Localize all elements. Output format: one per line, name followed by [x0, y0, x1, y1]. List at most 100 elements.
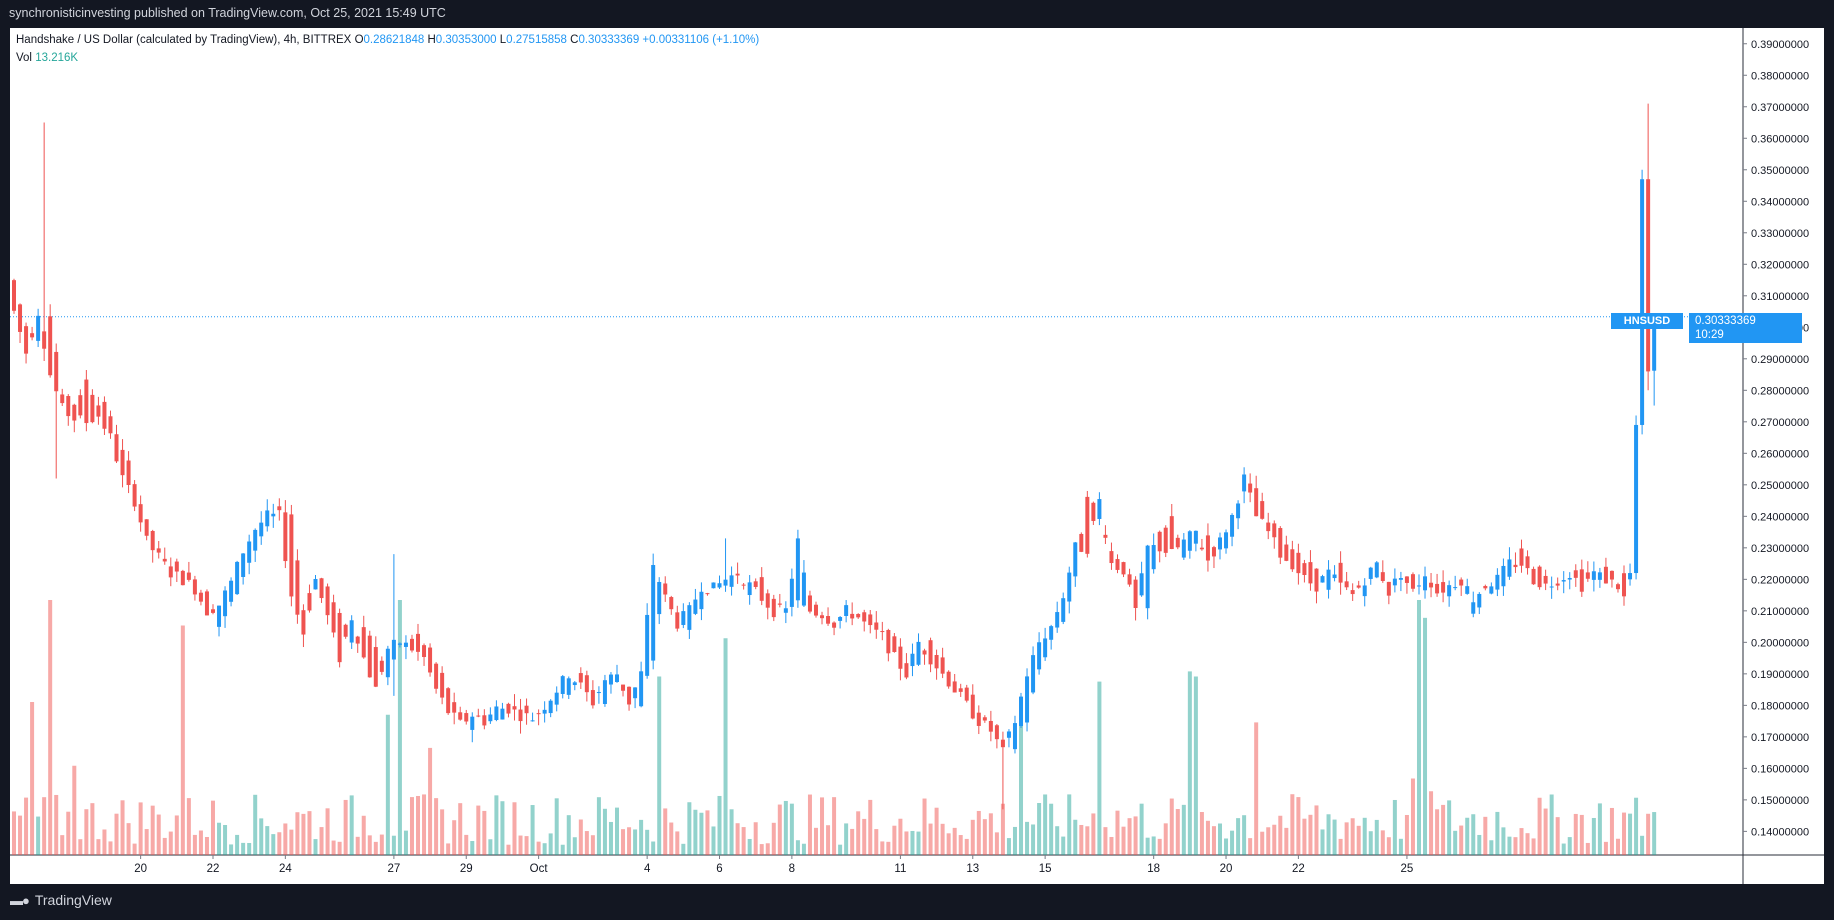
volume-bar — [1628, 813, 1633, 855]
candle-body — [1392, 578, 1397, 586]
tradingview-logo-icon: ▬● — [10, 892, 30, 908]
volume-bar — [1622, 812, 1627, 855]
volume-bar — [1133, 816, 1138, 855]
y-tick-label: 0.35000000 — [1751, 165, 1809, 177]
candle-body — [1453, 587, 1458, 589]
y-tick-label: 0.23000000 — [1751, 543, 1809, 555]
volume-bar — [72, 765, 77, 855]
volume-bar — [1344, 822, 1349, 855]
candle-body — [60, 394, 65, 404]
volume-bar — [18, 815, 23, 855]
volume-bar — [916, 831, 921, 855]
volume-bar — [409, 797, 414, 855]
volume-bar — [198, 830, 203, 855]
candle-body — [482, 715, 487, 726]
candle-body — [156, 548, 161, 553]
volume-bar — [1392, 799, 1397, 855]
volume-bar — [1368, 831, 1373, 855]
candle-body — [970, 694, 975, 719]
legend-high-label: H — [427, 34, 436, 46]
candle-body — [18, 304, 23, 332]
candle-body — [844, 605, 849, 617]
candle-body — [928, 640, 933, 665]
candle-body — [1447, 585, 1452, 597]
y-tick-label: 0.28000000 — [1751, 385, 1809, 397]
candle-body — [1205, 535, 1210, 561]
candle-body — [42, 331, 47, 349]
volume-bar — [675, 831, 680, 855]
candle-body — [1079, 533, 1084, 552]
candle-body — [1242, 474, 1247, 492]
candle-body — [1326, 569, 1331, 590]
candle-body — [12, 280, 16, 311]
volume-bar — [693, 809, 698, 855]
volume-bar — [970, 819, 975, 855]
candle-body — [1157, 531, 1162, 552]
volume-bar — [1006, 838, 1011, 855]
candle-body — [452, 702, 457, 713]
volume-bar — [554, 798, 559, 855]
candle-body — [807, 595, 812, 612]
legend-low-value: 0.27515858 — [506, 34, 567, 46]
candle-body — [1603, 566, 1608, 584]
candle-body — [307, 593, 312, 611]
volume-bar — [1374, 819, 1379, 855]
candle-body — [1507, 559, 1512, 577]
candle-body — [1272, 523, 1277, 538]
candle-body — [428, 647, 433, 673]
volume-bar — [500, 801, 505, 855]
candle-body — [1266, 522, 1271, 532]
x-tick-label: 4 — [644, 863, 651, 875]
tradingview-brand[interactable]: ▬● TradingView — [10, 892, 112, 908]
x-tick-label: 27 — [387, 863, 400, 875]
candle-body — [162, 558, 167, 562]
candle-body — [615, 674, 619, 682]
volume-bar — [735, 823, 740, 855]
volume-bar — [464, 834, 469, 855]
volume-bar — [96, 839, 101, 855]
last-price-value: 0.30333369 — [1695, 315, 1756, 327]
volume-bar — [1537, 797, 1542, 855]
volume-bar — [325, 808, 330, 855]
volume-bar — [922, 798, 927, 855]
candle-body — [777, 603, 782, 605]
x-tick-label: 22 — [207, 863, 220, 875]
candle-body — [397, 643, 402, 645]
candle-body — [813, 604, 818, 616]
volume-bar — [1531, 838, 1536, 855]
candle-body — [693, 599, 698, 614]
candle-body — [90, 394, 95, 423]
candle-body — [602, 680, 607, 705]
candle-body — [361, 627, 366, 658]
volume-bar — [1049, 803, 1054, 855]
candle-body — [1236, 503, 1241, 519]
candle-body — [1151, 545, 1156, 570]
volume-bar — [1091, 813, 1096, 855]
volume-bar — [48, 600, 53, 855]
volume-bar — [1224, 838, 1229, 855]
legend-close-label: C — [570, 34, 579, 46]
volume-bar — [367, 835, 372, 855]
y-tick-label: 0.36000000 — [1751, 133, 1809, 145]
candle-body — [1067, 572, 1072, 602]
y-tick-label: 0.29000000 — [1751, 354, 1809, 366]
volume-bar — [1507, 836, 1512, 855]
candle-body — [1218, 537, 1222, 550]
candle-body — [1260, 501, 1265, 519]
volume-bar — [1055, 826, 1060, 855]
candle-body — [355, 636, 360, 644]
y-tick-label: 0.22000000 — [1751, 574, 1809, 586]
x-tick-label: 18 — [1147, 863, 1160, 875]
candle-body — [1579, 569, 1584, 592]
volume-bar — [156, 814, 161, 855]
last-price-label: HNSUSD 0.30333369 10:29 — [1611, 313, 1802, 343]
candle-body — [253, 529, 258, 551]
volume-bar — [1441, 804, 1446, 855]
candle-body — [1501, 565, 1506, 587]
chart-plot-area[interactable] — [10, 28, 1824, 884]
volume-bar — [1634, 797, 1639, 855]
volume-bar — [114, 813, 119, 855]
candle-body — [1006, 731, 1011, 738]
candle-body — [542, 709, 547, 714]
